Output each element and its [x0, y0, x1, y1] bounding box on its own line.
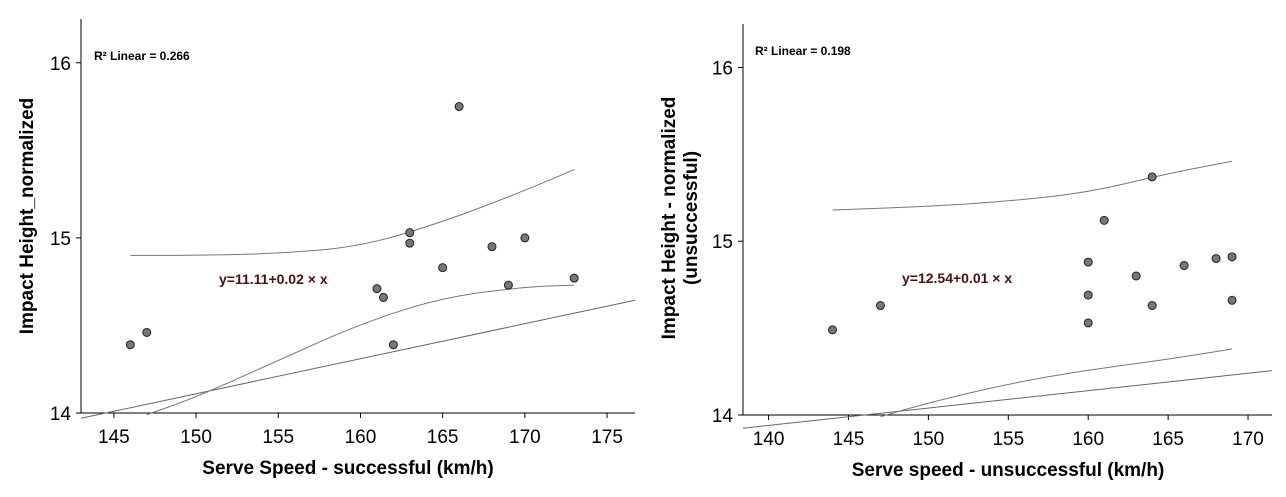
y-tick-label: 15	[712, 232, 733, 253]
chart-panel-successful: R² Linear = 0.266 y=11.11+0.02 × x Serve…	[17, 19, 636, 479]
x-tick-label: 150	[913, 429, 945, 450]
data-point	[1227, 252, 1237, 262]
x-tick-label: 145	[98, 427, 130, 448]
data-point	[378, 292, 388, 302]
x-tick-label: 140	[753, 429, 785, 450]
confidence-band-upper	[832, 160, 1233, 211]
x-tick-label: 150	[180, 427, 212, 448]
y-axis-label-line: Impact Height - normalized	[659, 97, 680, 340]
x-tick-label: 145	[833, 429, 865, 450]
data-point	[875, 301, 885, 311]
x-tick-label: 155	[992, 429, 1024, 450]
x-tick-label: 165	[1152, 429, 1184, 450]
x-tick-label: 155	[262, 427, 294, 448]
regression-equation-label: y=11.11+0.02 × x	[219, 271, 328, 287]
x-axis-label: Serve speed - unsuccessful (km/h)	[852, 460, 1165, 481]
data-point	[405, 228, 415, 238]
data-point	[142, 327, 152, 337]
data-point	[1179, 261, 1189, 271]
data-point	[1211, 254, 1221, 264]
confidence-band-upper	[130, 169, 575, 256]
data-point	[1083, 257, 1093, 267]
y-tick-label: 16	[50, 54, 71, 75]
data-point	[569, 273, 579, 283]
x-tick-label: 175	[591, 427, 623, 448]
regression-fit-line	[742, 370, 1273, 429]
data-point	[405, 238, 415, 248]
data-point	[1147, 172, 1157, 182]
data-point	[1131, 271, 1141, 281]
confidence-band-lower	[146, 284, 575, 416]
y-axis-label: Impact Height - normalized(unsuccessful)	[659, 97, 702, 340]
data-point	[388, 340, 398, 350]
data-point	[1227, 295, 1237, 305]
y-tick-label: 14	[50, 404, 72, 425]
data-point	[125, 340, 135, 350]
x-tick-label: 165	[427, 427, 459, 448]
x-tick-label: 160	[1072, 429, 1104, 450]
y-axis-label: Impact Height_normalized	[17, 98, 38, 335]
data-point	[454, 102, 464, 112]
y-tick-label: 16	[712, 58, 733, 79]
regression-equation-label: y=12.54+0.01 × x	[902, 270, 1012, 286]
data-point	[372, 284, 382, 294]
y-axis-label-line: (unsuccessful)	[681, 151, 702, 285]
data-point	[438, 263, 448, 273]
x-tick-label: 170	[1232, 429, 1264, 450]
chart-panel-unsuccessful: R² Linear = 0.198 y=12.54+0.01 × x Serve…	[659, 24, 1273, 481]
x-axis-label: Serve Speed - successful (km/h)	[202, 458, 493, 479]
confidence-band-lower	[880, 348, 1233, 418]
y-tick-label: 14	[712, 406, 734, 427]
x-tick-label: 170	[509, 427, 541, 448]
data-point	[1147, 301, 1157, 311]
r-squared-label: R² Linear = 0.198	[755, 44, 851, 58]
data-point	[487, 242, 497, 252]
y-axis-label-line: Impact Height_normalized	[17, 98, 38, 335]
data-point	[520, 233, 530, 243]
data-point	[503, 280, 513, 290]
data-point	[1099, 215, 1109, 225]
data-point	[1083, 318, 1093, 328]
y-tick-label: 15	[50, 229, 71, 250]
regression-fit-line	[80, 299, 636, 419]
data-point	[1083, 290, 1093, 300]
data-point	[827, 325, 837, 335]
r-squared-label: R² Linear = 0.266	[94, 49, 190, 63]
x-tick-label: 160	[345, 427, 377, 448]
